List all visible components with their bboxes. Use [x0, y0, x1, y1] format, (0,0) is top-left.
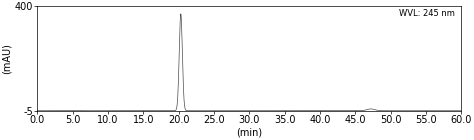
Y-axis label: (mAU): (mAU)	[2, 43, 12, 74]
Text: WVL: 245 nm: WVL: 245 nm	[399, 9, 455, 18]
X-axis label: (min): (min)	[236, 128, 263, 138]
